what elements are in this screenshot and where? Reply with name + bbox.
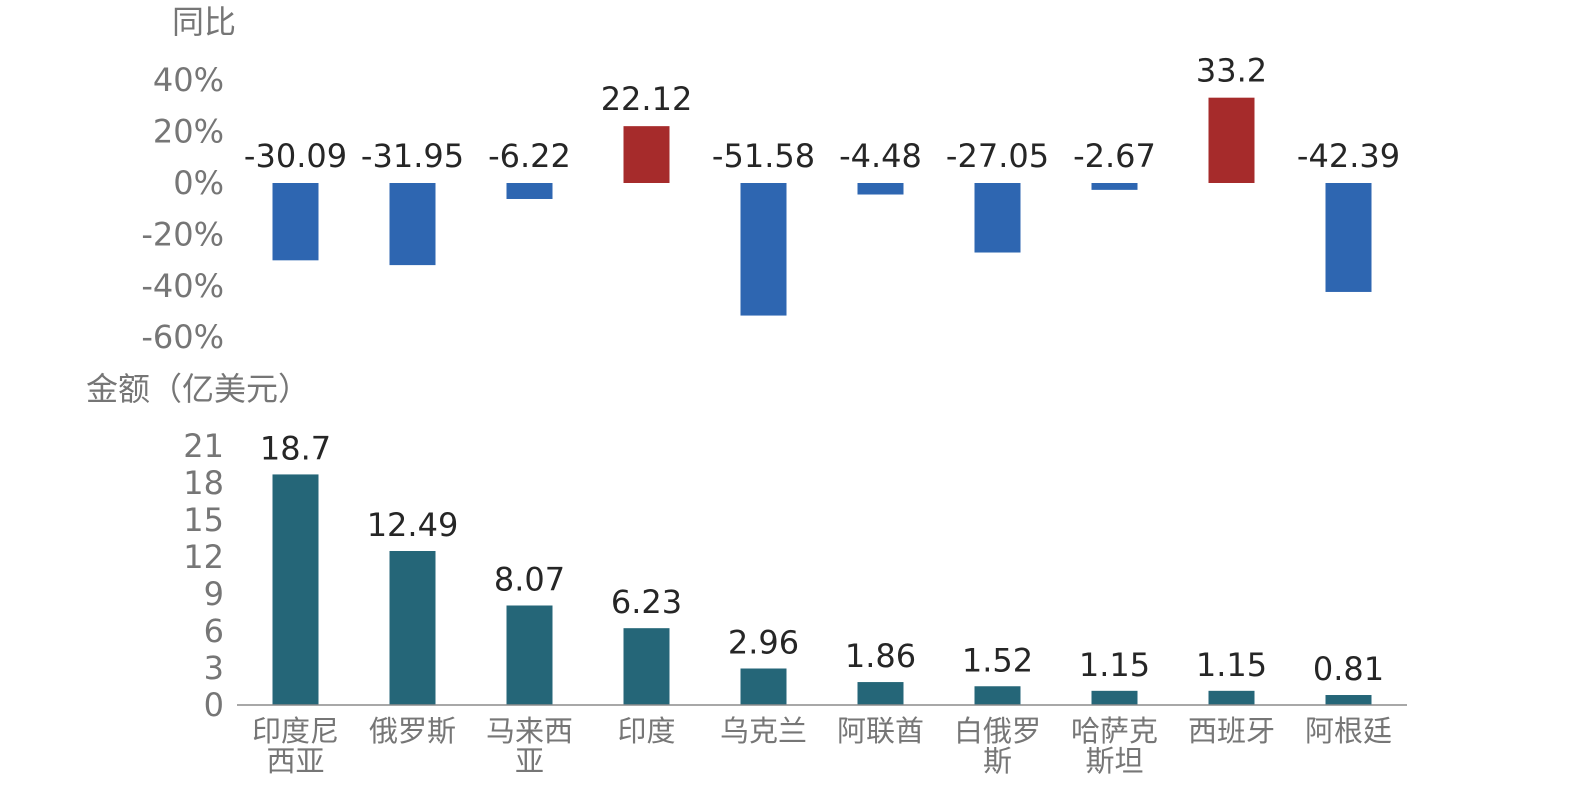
yoy-bar-chart: 同比 40% 20% 0% -20% -40% -60% -30.09 -31.95 -6.22 2… bbox=[141, 3, 1400, 356]
y-tick-label: -20% bbox=[141, 215, 224, 253]
data-label: 6.23 bbox=[611, 583, 682, 621]
x-tick-label: 俄罗斯 bbox=[369, 714, 456, 748]
data-label: -31.95 bbox=[361, 137, 464, 175]
y-tick-label: 0 bbox=[204, 686, 224, 724]
data-label: 22.12 bbox=[601, 80, 693, 118]
x-tick-label: 哈萨克 bbox=[1071, 714, 1158, 748]
bar bbox=[1091, 183, 1138, 190]
data-label: 1.86 bbox=[845, 637, 916, 675]
x-tick-label: 亚 bbox=[515, 744, 544, 778]
y-tick-label: -60% bbox=[141, 318, 224, 356]
data-label: 12.49 bbox=[367, 506, 459, 544]
data-label: 1.52 bbox=[962, 641, 1033, 679]
bar bbox=[740, 668, 787, 705]
x-tick-label: 阿联酋 bbox=[837, 714, 924, 748]
data-label: -27.05 bbox=[946, 137, 1049, 175]
data-label: -51.58 bbox=[712, 137, 815, 175]
bar bbox=[974, 183, 1021, 253]
data-label: -30.09 bbox=[244, 137, 347, 175]
y-tick-label: 18 bbox=[183, 464, 224, 502]
y-tick-label: 12 bbox=[183, 538, 224, 576]
bar bbox=[389, 550, 436, 705]
data-label: -4.48 bbox=[839, 137, 922, 175]
x-tick-label: 西亚 bbox=[266, 744, 324, 778]
x-tick-label: 阿根廷 bbox=[1305, 714, 1392, 748]
x-tick-label: 斯坦 bbox=[1085, 744, 1143, 778]
data-label: 8.07 bbox=[494, 560, 565, 598]
bar bbox=[1325, 695, 1372, 705]
data-label: 33.2 bbox=[1196, 52, 1267, 90]
y-tick-label: 15 bbox=[183, 501, 224, 539]
bar bbox=[1091, 690, 1138, 705]
y-tick-label: 21 bbox=[183, 427, 224, 465]
bar bbox=[272, 183, 319, 261]
y-tick-label: -40% bbox=[141, 267, 224, 305]
bar bbox=[1208, 97, 1255, 183]
x-tick-label: 白俄罗 bbox=[954, 714, 1041, 748]
data-label: 2.96 bbox=[728, 624, 799, 662]
bar bbox=[623, 126, 670, 183]
bar bbox=[1208, 690, 1255, 705]
data-label: 18.7 bbox=[260, 429, 331, 467]
bar bbox=[974, 686, 1021, 705]
bar bbox=[740, 183, 787, 316]
data-label: 1.15 bbox=[1079, 646, 1150, 684]
data-label: -2.67 bbox=[1073, 137, 1156, 175]
y-tick-label: 9 bbox=[204, 575, 224, 613]
bar bbox=[623, 628, 670, 705]
x-tick-label: 斯 bbox=[983, 744, 1012, 778]
x-tick-label: 印度 bbox=[617, 714, 675, 748]
x-tick-label: 马来西 bbox=[486, 714, 573, 748]
y-tick-label: 40% bbox=[153, 61, 224, 99]
data-label: -6.22 bbox=[488, 137, 571, 175]
data-label: 0.81 bbox=[1313, 650, 1384, 688]
bar bbox=[506, 605, 553, 705]
bar bbox=[272, 474, 319, 705]
y-tick-label: 0% bbox=[173, 164, 224, 202]
bar bbox=[506, 183, 553, 199]
bar bbox=[389, 183, 436, 266]
bar bbox=[857, 183, 904, 195]
data-label: -42.39 bbox=[1297, 137, 1400, 175]
y-tick-label: 3 bbox=[204, 649, 224, 687]
y-axis-title: 金额（亿美元） bbox=[86, 370, 310, 408]
y-tick-label: 20% bbox=[153, 113, 224, 151]
x-tick-label: 西班牙 bbox=[1188, 714, 1275, 748]
x-tick-label: 印度尼 bbox=[252, 714, 339, 748]
bar bbox=[857, 682, 904, 705]
bar bbox=[1325, 183, 1372, 292]
y-tick-label: 6 bbox=[204, 612, 224, 650]
data-label: 1.15 bbox=[1196, 646, 1267, 684]
y-axis-title: 同比 bbox=[172, 3, 236, 41]
x-tick-label: 乌克兰 bbox=[720, 714, 807, 748]
